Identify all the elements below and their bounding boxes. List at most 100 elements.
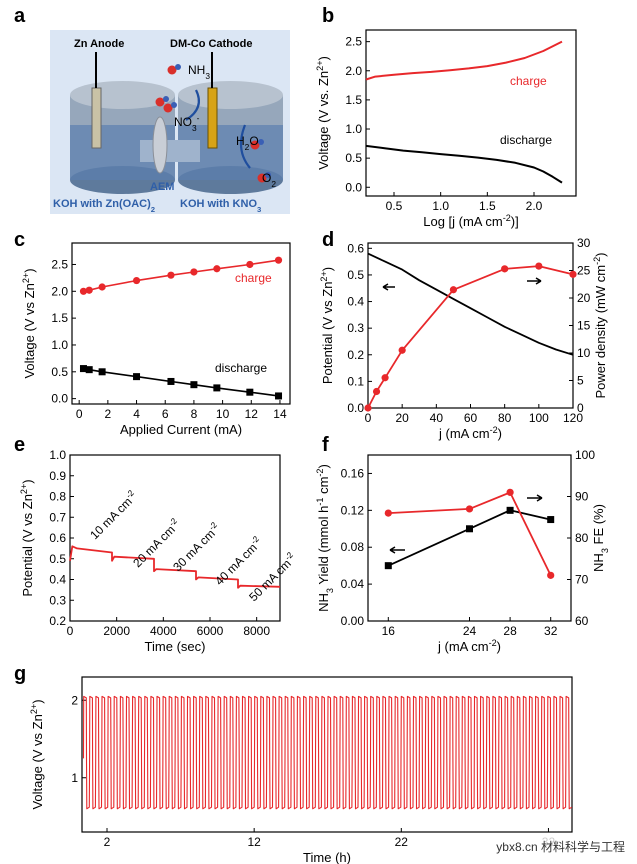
y-tick-label: 0.2 [49,614,66,628]
y-tick-label: 1.0 [345,122,362,136]
legend-discharge: discharge [500,133,552,147]
x-tick-label: 6 [162,407,169,421]
text-span: 3 [325,588,335,593]
text-span: NH [591,553,606,572]
chart-c: 0 2 4 6 8 10 12 14 0.0 0.5 1.0 1.5 2.0 2.5 Applied Cur… [21,242,291,437]
chart-g: 212223212Time (h)Voltage (V vs Zn2+) [29,676,573,864]
text-span: Potential (V vs Zn [20,494,35,597]
left-arrow-icon [382,283,395,291]
text-span: 3 [600,548,610,553]
y-tick-label: 1.0 [51,338,68,352]
y-axis-label: Potential (V vs Zn2+) [19,479,35,596]
y-tick-label: 1 [71,771,78,785]
x-tick-label: 24 [463,624,477,638]
data-point-discharge [79,365,87,373]
y-tick-label: 2 [71,693,78,707]
legend-charge: charge [510,74,547,88]
text-span: Power density (mW cm [593,265,608,399]
x-tick-label: 4000 [150,624,177,638]
text-span: cm [316,477,331,498]
data-point-charge [190,268,198,276]
y-tick-label: 0.00 [341,614,365,628]
data-point-charge [79,287,88,295]
y-tick-label: 0.0 [51,392,68,406]
series-line-potential [367,252,574,356]
text-span: ) [593,252,608,256]
text-span: Voltage (V vs. Zn [316,71,331,170]
y-tick-label: 0.12 [341,503,365,517]
panel-label-a: a [14,5,26,27]
co-cathode [207,87,218,149]
y-tick-label: 0.5 [51,365,68,379]
legend-charge: charge [235,271,272,285]
data-point-charge [213,265,221,273]
text-span: 2+ [319,271,329,281]
y-tick-label: 0.5 [49,552,66,566]
text-span: ) [316,464,331,468]
y-tick-label: 0.16 [341,466,365,480]
data-point-power [381,374,389,382]
chart-f: 16 24 28 320.000.040.080.120.16j (mA cm-2)N… [315,448,610,654]
x-tick-label: 120 [563,411,583,425]
y2-tick-label: 25 [577,264,591,278]
x-axis-label: j (mA cm-2) [438,425,502,441]
data-point-NH3-FE [465,505,474,513]
right-electrolyte-label: KOH with KNO3 [180,198,261,214]
text-span: 3 [257,205,261,214]
text-span: FE (%) [591,504,606,548]
text-span: )] [511,214,519,229]
x-tick-label: 0 [67,624,74,638]
panel-label-c: c [14,229,25,251]
y-tick-label: 0.3 [49,593,66,607]
panel-label-g: g [14,663,26,685]
y-tick-label: 2.0 [51,284,68,298]
data-point-charge [85,286,93,294]
data-point-discharge [98,368,106,376]
text-span: 40 mA cm [212,540,260,588]
anode-label: Zn Anode [74,38,124,50]
data-point-discharge [213,384,221,392]
current-density-annotation: 30 mA cm-2 [169,520,224,575]
current-density-annotation: 10 mA cm-2 [86,488,141,543]
text-span: 2 [245,142,250,152]
x-axis-label: Log [j (mA cm-2)] [423,213,519,229]
y-tick-label: 0.0 [347,401,364,415]
panel-label-e: e [14,434,25,456]
text-span: Time (h) [303,850,351,864]
x-tick-label: 1.0 [432,199,449,213]
x-tick-label: 40 [430,411,444,425]
right-arrow-icon [527,494,543,502]
molecule-atom-icon [163,103,173,113]
molecule-atom-icon [155,97,165,107]
y-axis-label: NH3 Yield (mmol h-1 cm-2) [315,464,335,612]
data-point-NH3-FE [384,509,392,517]
text-span: NH [316,593,331,612]
text-span: ) [316,56,331,60]
data-point-power [398,346,406,354]
panel-label-b: b [322,5,334,27]
y2-tick-label: 5 [577,374,584,388]
text-span: -2 [592,257,602,265]
text-span: Yield (mmol h [316,506,331,588]
molecule-atom-icon [258,139,264,145]
plot-frame [71,242,291,405]
y-tick-label: 1.5 [345,93,362,107]
text-span: -1 [315,498,325,506]
data-point-NH3-yield [506,506,514,514]
x-tick-label: 0 [76,407,83,421]
x-tick-label: 20 [395,411,409,425]
text-span: -2 [315,468,325,476]
text-span: 2 [271,179,276,189]
x-tick-label: 10 [216,407,230,421]
bridge-tube [140,140,200,162]
text-span: KOH with KNO [180,198,257,210]
data-point-charge [274,256,283,264]
text-span: 2+ [29,704,39,714]
data-point-NH3-yield [466,525,473,533]
text-span: ) [20,479,35,483]
molecule-atom-icon [257,173,267,183]
x-tick-label: 0 [365,411,372,425]
text-span: 2+ [19,484,29,494]
